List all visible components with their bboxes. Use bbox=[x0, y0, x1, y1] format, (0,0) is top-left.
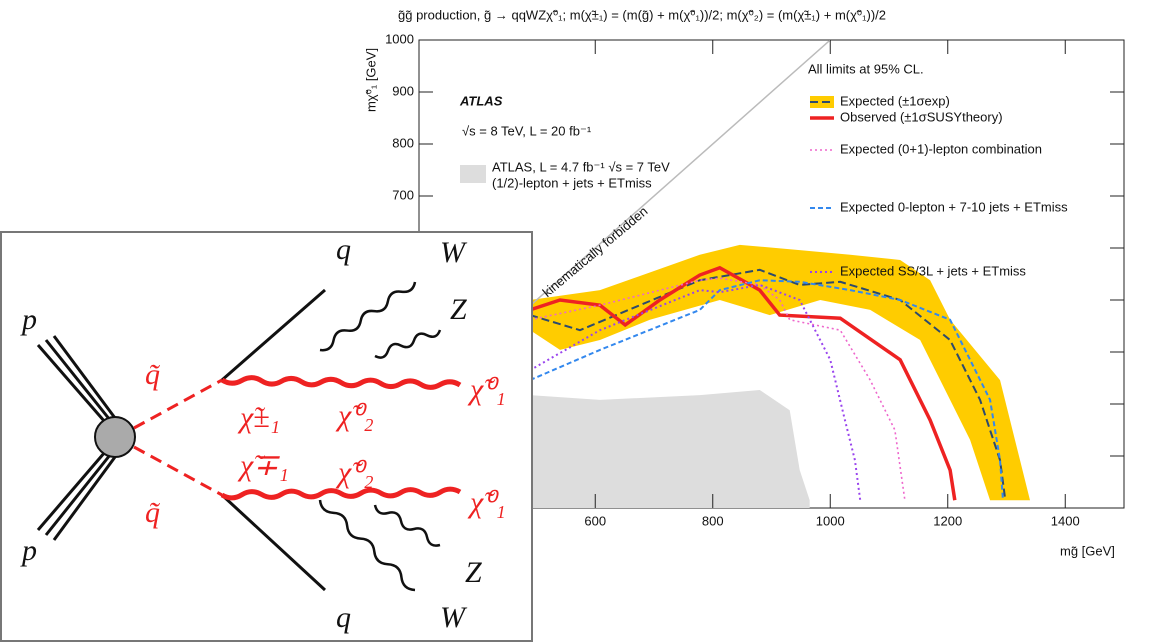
cl-label: All limits at 95% CL. bbox=[808, 61, 924, 76]
wave bbox=[318, 499, 416, 592]
diagram-label: q̃ bbox=[145, 496, 160, 529]
legend-label: (1/2)-lepton + jets + ETmiss bbox=[492, 175, 652, 190]
legend-label: ATLAS, L = 4.7 fb⁻¹ √s = 7 TeV bbox=[492, 159, 670, 174]
diagram-label: Z bbox=[465, 556, 482, 589]
series-line bbox=[529, 277, 906, 501]
proton-lines bbox=[36, 288, 327, 592]
x-tick-label: 1200 bbox=[933, 513, 962, 528]
band bbox=[530, 244, 1030, 501]
wave bbox=[319, 281, 417, 352]
series-line bbox=[529, 279, 1004, 501]
diagram-label: χ̃⁰₁ bbox=[467, 486, 506, 519]
diagram-label: χ̃∓₁ bbox=[237, 449, 289, 482]
diagram-label: χ̃±₁ bbox=[237, 401, 280, 434]
diagram-label: W bbox=[440, 601, 468, 634]
legend-label: Expected (±1σexp) bbox=[840, 93, 950, 108]
boson-lines bbox=[220, 281, 462, 592]
series-line bbox=[529, 265, 957, 501]
diagram-label: W bbox=[440, 236, 468, 269]
diagram-label: q bbox=[336, 601, 351, 634]
vertex-blob bbox=[94, 416, 136, 458]
legend-label: Observed (±1σSUSYtheory) bbox=[840, 109, 1003, 124]
experiment-label: ATLAS bbox=[459, 93, 503, 108]
squark-lines bbox=[133, 378, 223, 497]
series-line bbox=[529, 283, 862, 501]
y-tick-label: 1000 bbox=[385, 31, 414, 46]
energy-label: √s = 8 TeV, L = 20 fb⁻¹ bbox=[462, 123, 592, 138]
wave bbox=[373, 504, 441, 547]
diagram-label: p bbox=[20, 534, 37, 567]
y-tick-label: 700 bbox=[392, 187, 414, 202]
y-tick-label: 900 bbox=[392, 83, 414, 98]
x-tick-label: 600 bbox=[584, 513, 606, 528]
legend-label: Expected 0-lepton + 7-10 jets + ETmiss bbox=[840, 199, 1068, 214]
feynman-diagram: p p q̃ q̃ χ̃±₁ χ̃∓₁ χ̃⁰₂ χ̃⁰₂ χ̃⁰₁ χ̃⁰₁ … bbox=[0, 231, 533, 642]
diagram-label: χ̃⁰₂ bbox=[335, 399, 374, 432]
x-tick-label: 800 bbox=[702, 513, 724, 528]
legend-swatch bbox=[460, 165, 486, 183]
x-tick-label: 1400 bbox=[1051, 513, 1080, 528]
series-line bbox=[529, 268, 1007, 501]
wave bbox=[220, 375, 462, 390]
diagram-label: χ̃⁰₁ bbox=[467, 373, 506, 406]
diagram-label: q̃ bbox=[145, 358, 160, 391]
x-axis-label: mg̃ [GeV] bbox=[1060, 543, 1115, 558]
legend-label: Expected (0+1)-lepton combination bbox=[840, 141, 1042, 156]
diagram-label: p bbox=[20, 303, 37, 336]
legend-label: Expected SS/3L + jets + ETmiss bbox=[840, 263, 1026, 278]
diagram-label: q bbox=[336, 233, 351, 266]
y-tick-label: 800 bbox=[392, 135, 414, 150]
wave bbox=[374, 329, 442, 359]
x-tick-label: 1000 bbox=[816, 513, 845, 528]
y-axis-label: mχ̃⁰₁ [GeV] bbox=[363, 48, 378, 112]
diagram-label: Z bbox=[450, 293, 467, 326]
diagram-frame bbox=[0, 231, 533, 642]
wave bbox=[220, 486, 462, 501]
diagram-label: χ̃⁰₂ bbox=[335, 456, 374, 489]
chart-title: g̃g̃ production, g̃ → qqWZχ̃⁰₁; m(χ̃±₁) … bbox=[398, 7, 886, 22]
